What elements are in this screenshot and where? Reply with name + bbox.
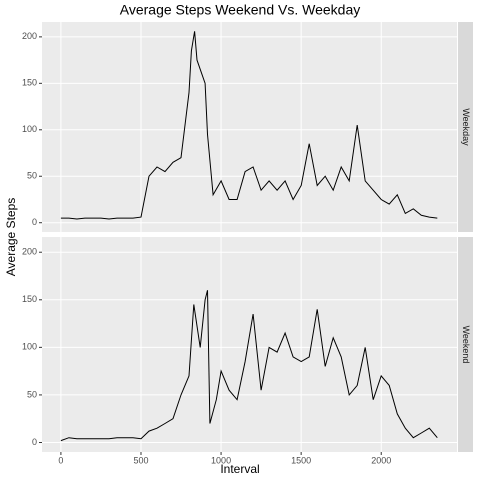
- strip: [458, 22, 473, 232]
- y-tick-label: 50: [27, 389, 37, 399]
- y-tick-label: 200: [22, 31, 37, 41]
- x-axis-label: Interval: [220, 462, 259, 476]
- y-tick-label: 100: [22, 342, 37, 352]
- y-axis-label: Average Steps: [4, 198, 18, 277]
- y-tick-label: 50: [27, 171, 37, 181]
- y-tick-label: 150: [22, 294, 37, 304]
- strip: [458, 237, 473, 452]
- strip-label: Weekday: [461, 108, 471, 146]
- line: [60, 31, 438, 220]
- x-tick-label: 500: [133, 455, 148, 465]
- y-tick-label: 100: [22, 124, 37, 134]
- y-tick-label: 200: [22, 247, 37, 257]
- x-tick-label: 1500: [291, 455, 311, 465]
- chart-title: Average Steps Weekend Vs. Weekday: [120, 2, 360, 18]
- y-tick-label: 0: [32, 437, 37, 447]
- x-tick-label: 0: [58, 455, 63, 465]
- panel-background: [42, 22, 457, 232]
- strip-label: Weekend: [461, 326, 471, 364]
- y-tick-label: 150: [22, 78, 37, 88]
- line: [60, 290, 438, 442]
- panel-background: [42, 237, 457, 452]
- x-tick-label: 2000: [371, 455, 391, 465]
- x-tick-label: 1000: [211, 455, 231, 465]
- y-tick-label: 0: [32, 217, 37, 227]
